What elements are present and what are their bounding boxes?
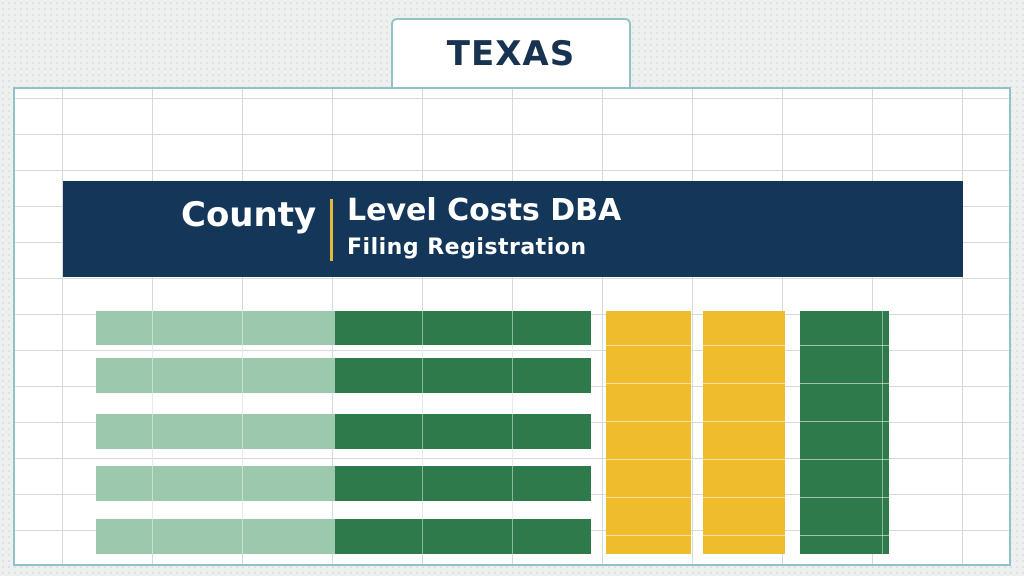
row-2-dark-bar: [335, 358, 591, 393]
cell-divider: [606, 383, 889, 384]
state-tab[interactable]: TEXAS: [391, 18, 631, 88]
row-1-light-bar: [96, 311, 335, 345]
cell-divider: [152, 311, 153, 554]
title-banner: County Level Costs DBA Filing Registrati…: [63, 181, 963, 277]
cell-divider: [606, 421, 889, 422]
banner-subtitle: Filing Registration: [347, 235, 587, 260]
yellow-column-1: [606, 311, 691, 554]
cell-divider: [606, 535, 889, 536]
banner-divider: [330, 199, 333, 261]
cell-divider: [606, 345, 889, 346]
cell-divider: [606, 497, 889, 498]
row-5-dark-bar: [335, 519, 591, 554]
cell-divider: [512, 311, 513, 554]
banner-county-label: County: [181, 195, 317, 235]
banner-title: Level Costs DBA: [347, 193, 622, 228]
cell-divider: [606, 459, 889, 460]
yellow-column-2: [703, 311, 785, 554]
row-3-light-bar: [96, 414, 335, 449]
spreadsheet: County Level Costs DBA Filing Registrati…: [13, 87, 1011, 566]
cell-divider: [422, 311, 423, 554]
state-tab-label: TEXAS: [446, 34, 576, 74]
row-4-light-bar: [96, 466, 335, 501]
cell-divider: [242, 311, 243, 554]
row-1-dark-bar: [335, 311, 591, 345]
row-3-dark-bar: [335, 414, 591, 449]
cell-divider: [882, 311, 883, 554]
row-2-light-bar: [96, 358, 335, 393]
green-column: [800, 311, 889, 554]
row-4-dark-bar: [335, 466, 591, 501]
row-5-light-bar: [96, 519, 335, 554]
